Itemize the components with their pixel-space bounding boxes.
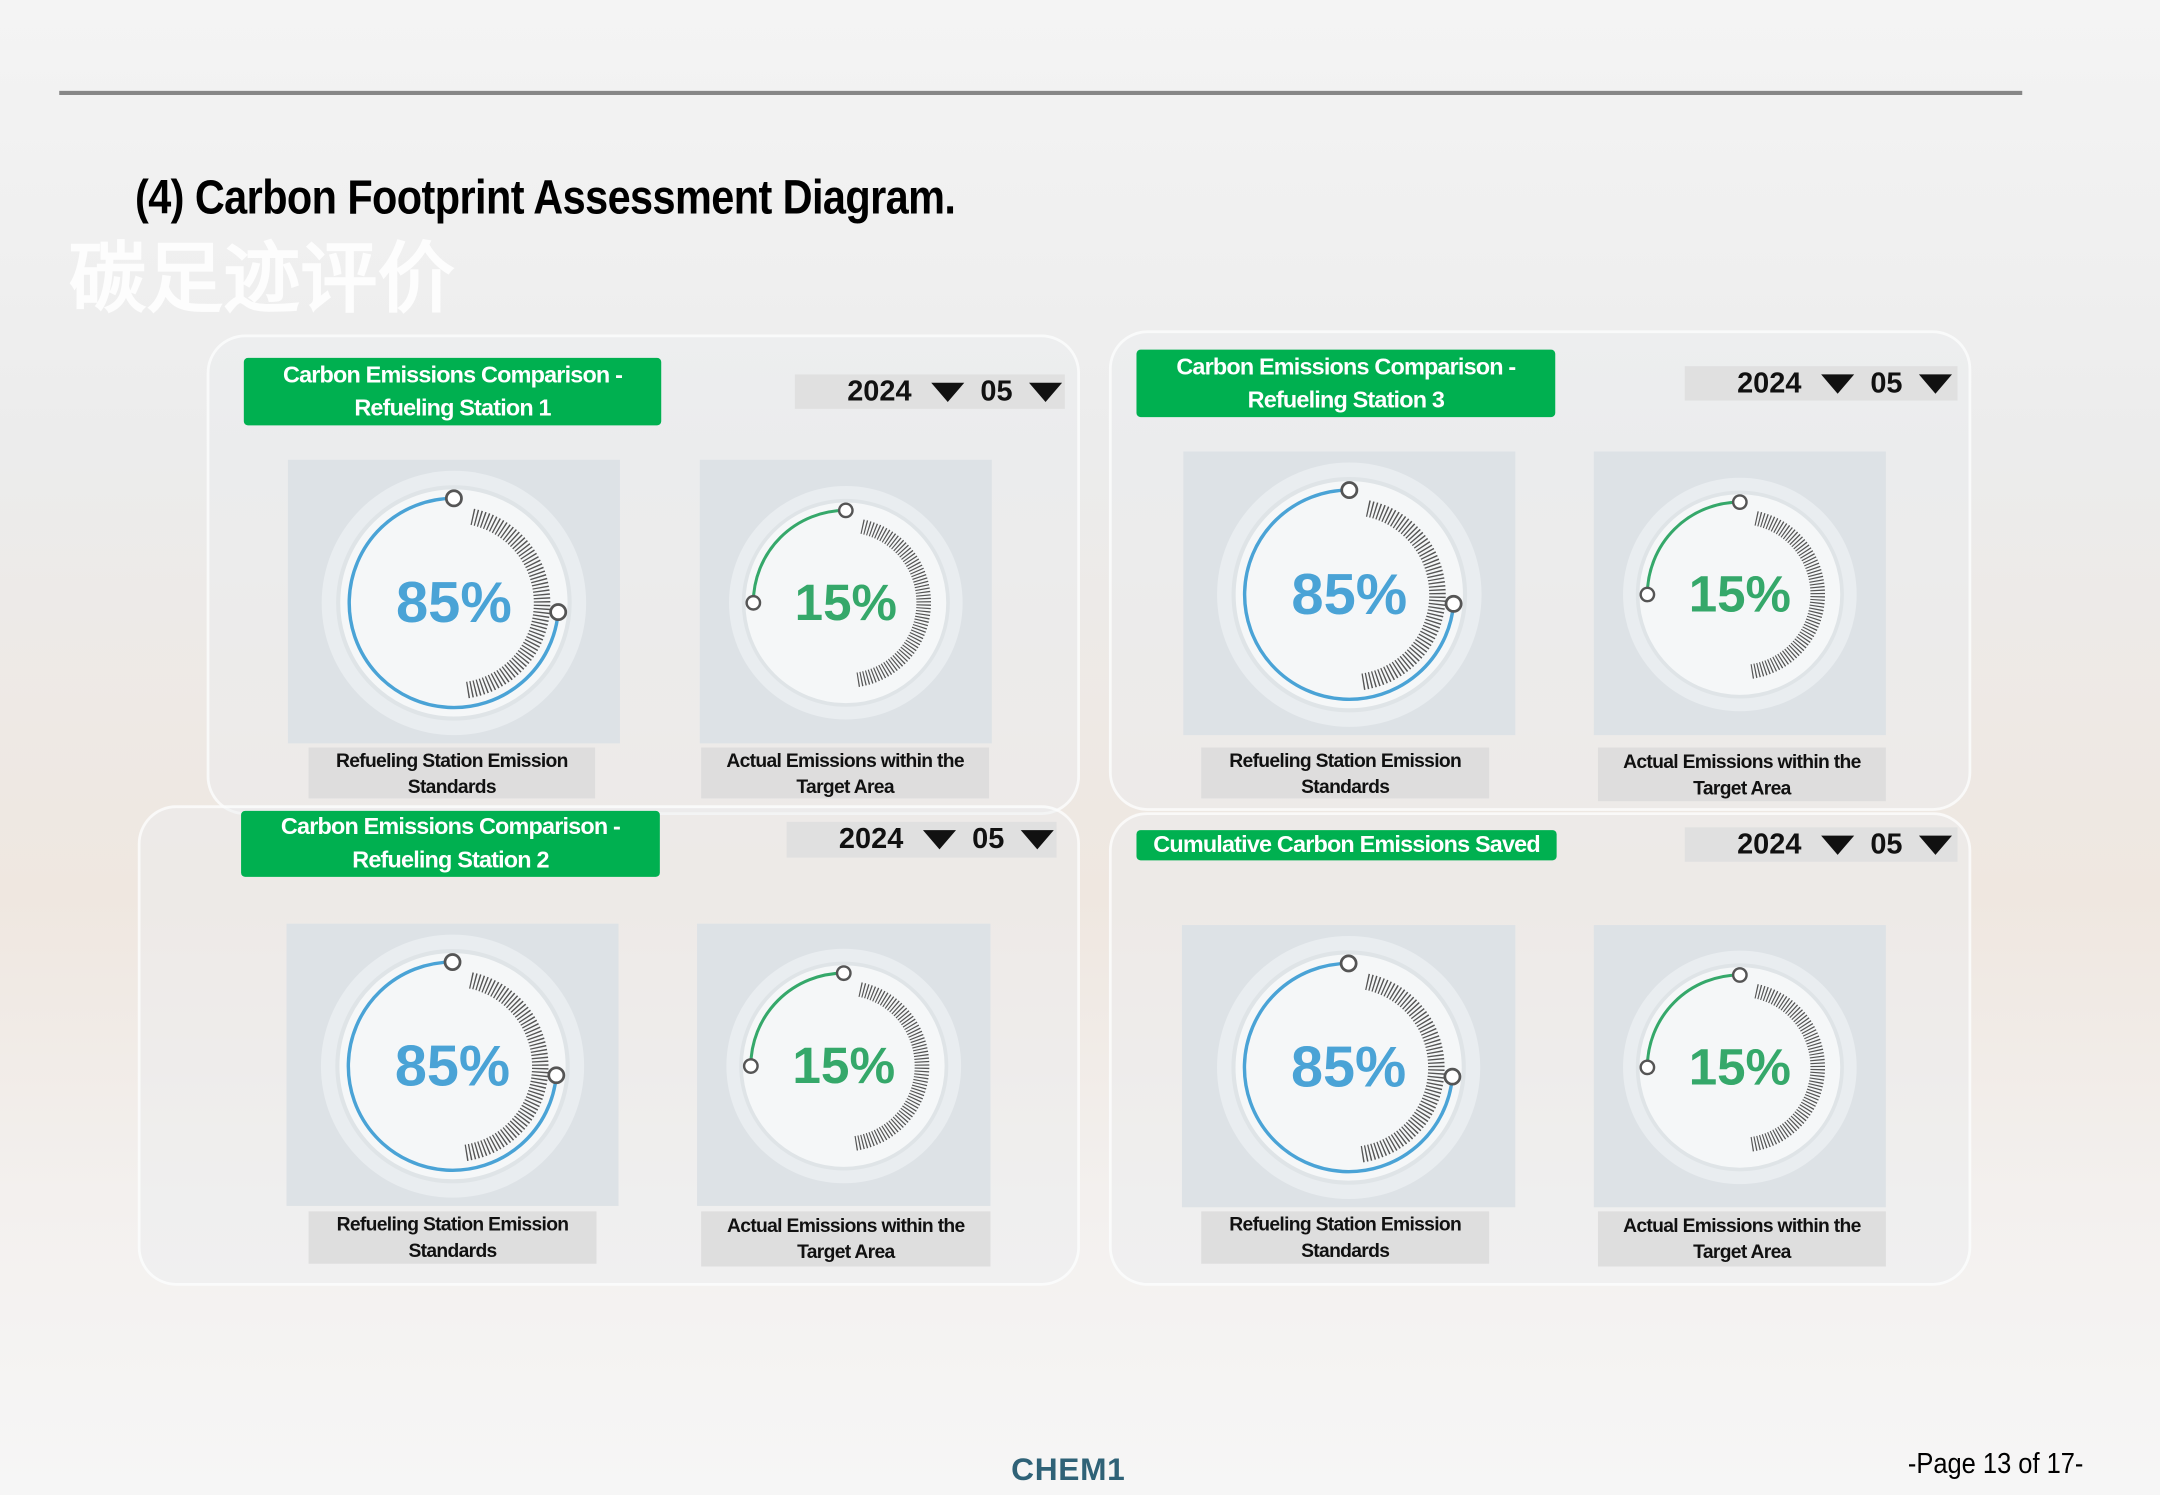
gauge-arc — [1645, 500, 1740, 595]
panel-header: Carbon Emissions Comparison - Refueling … — [1136, 349, 1556, 418]
gauge-knob — [837, 502, 854, 519]
gauge: 15% — [726, 948, 962, 1184]
dropdown-arrow[interactable] — [1020, 830, 1054, 850]
top-rule — [59, 90, 2023, 95]
gauge-ticks — [463, 972, 549, 1162]
gauge-knob — [1444, 594, 1463, 613]
gauge-arc — [347, 496, 560, 710]
gauge-value: 15% — [1689, 1038, 1791, 1095]
gauge-knob — [1639, 1059, 1656, 1076]
dropdown-arrow[interactable] — [1919, 373, 1953, 394]
dropdown-arrow[interactable] — [1820, 373, 1854, 394]
dropdown-arrow[interactable] — [922, 830, 956, 850]
gauge-knob — [745, 594, 762, 611]
page-title: (4) Carbon Footprint Assessment Diagram. — [134, 170, 956, 225]
gauge-card: 85% — [1181, 925, 1516, 1208]
gauge-arc — [1645, 973, 1740, 1068]
date-selector: 2024 05 — [794, 374, 1065, 409]
gauge-caption: Refueling Station Emission Standards — [308, 1211, 597, 1264]
gauge-caption: Refueling Station Emission Standards — [308, 747, 596, 799]
gauge-card: 15% — [1593, 451, 1886, 736]
gauge-ticks — [1360, 500, 1446, 691]
dropdown-arrow[interactable] — [1029, 382, 1063, 402]
date-selector: 2024 05 — [1684, 827, 1958, 862]
gauge-ticks — [1359, 973, 1445, 1163]
gauge-value: 85% — [395, 1034, 510, 1098]
dropdown-arrow[interactable] — [1820, 834, 1854, 855]
gauge-caption: Actual Emissions within the Target Area — [701, 747, 990, 799]
footer-brand: CHEM1 — [1011, 1450, 1126, 1487]
gauge-caption: Actual Emissions within the Target Area — [1597, 747, 1886, 802]
gauge-arc — [751, 508, 846, 603]
gauge-card: 15% — [699, 459, 992, 744]
year-value: 2024 — [1737, 366, 1802, 399]
gauge-knob — [835, 965, 852, 982]
year-value: 2024 — [847, 375, 912, 407]
month-value: 05 — [972, 823, 1005, 855]
gauge-card: 85% — [1183, 451, 1516, 736]
gauge-value: 15% — [1689, 566, 1791, 623]
month-value: 05 — [1870, 366, 1903, 399]
gauge: 15% — [1623, 477, 1857, 712]
gauge-value: 15% — [792, 1037, 895, 1094]
gauge-caption: Actual Emissions within the Target Area — [701, 1211, 991, 1267]
gauge-knob — [443, 953, 462, 971]
gauge-card: 85% — [287, 459, 620, 744]
dropdown-arrow[interactable] — [1919, 834, 1953, 855]
gauge-value: 85% — [1291, 563, 1407, 627]
gauge-card: 15% — [1593, 925, 1886, 1208]
gauge-knob — [742, 1058, 759, 1074]
gauge-knob — [1639, 586, 1656, 603]
gauge-ticks — [1749, 984, 1825, 1152]
gauge-knob — [1340, 481, 1359, 500]
gauge: 85% — [1217, 462, 1482, 727]
gauge-caption: Refueling Station Emission Standards — [1201, 1211, 1490, 1264]
gauge-knob — [547, 1066, 566, 1085]
gauge: 85% — [1217, 936, 1481, 1200]
year-value: 2024 — [838, 823, 904, 855]
gauge: 15% — [728, 486, 963, 720]
gauge-value: 85% — [396, 571, 512, 635]
month-value: 05 — [1870, 828, 1903, 860]
gauge-knob — [1731, 967, 1748, 983]
date-selector: 2024 05 — [786, 821, 1057, 858]
gauge-ticks — [853, 982, 930, 1151]
month-value: 05 — [980, 375, 1013, 407]
gauge-knob — [1443, 1067, 1462, 1086]
gauge-ticks — [1749, 511, 1825, 679]
panel-header: Carbon Emissions Comparison - Refueling … — [243, 357, 662, 426]
gauge-value: 85% — [1291, 1036, 1406, 1100]
watermark-title: 碳足迹评价 — [68, 235, 455, 323]
date-selector: 2024 05 — [1684, 366, 1958, 401]
gauge-arc — [346, 960, 559, 1172]
gauge-knob — [1339, 954, 1358, 973]
gauge-ticks — [464, 508, 551, 699]
panel-header: Cumulative Carbon Emissions Saved — [1136, 830, 1557, 861]
gauge-arc — [1242, 961, 1455, 1174]
gauge-caption: Refueling Station Emission Standards — [1201, 747, 1490, 799]
gauge-arc — [1242, 488, 1456, 702]
gauge-caption: Actual Emissions within the Target Area — [1597, 1211, 1886, 1267]
gauge: 85% — [321, 470, 587, 736]
gauge-knob — [1731, 494, 1748, 511]
page-number: -Page 13 of 17- — [1907, 1448, 2084, 1480]
gauge-value: 15% — [795, 574, 897, 631]
gauge: 85% — [320, 934, 585, 1198]
panel-header: Carbon Emissions Comparison - Refueling … — [241, 810, 660, 877]
year-value: 2024 — [1737, 828, 1802, 860]
gauge-card: 85% — [286, 923, 619, 1206]
gauge: 15% — [1623, 950, 1857, 1185]
gauge-card: 15% — [697, 923, 991, 1206]
gauge-arc — [749, 971, 844, 1067]
dropdown-arrow[interactable] — [930, 382, 964, 402]
gauge-knob — [549, 603, 568, 622]
gauge-ticks — [855, 519, 931, 688]
gauge-knob — [444, 489, 463, 508]
